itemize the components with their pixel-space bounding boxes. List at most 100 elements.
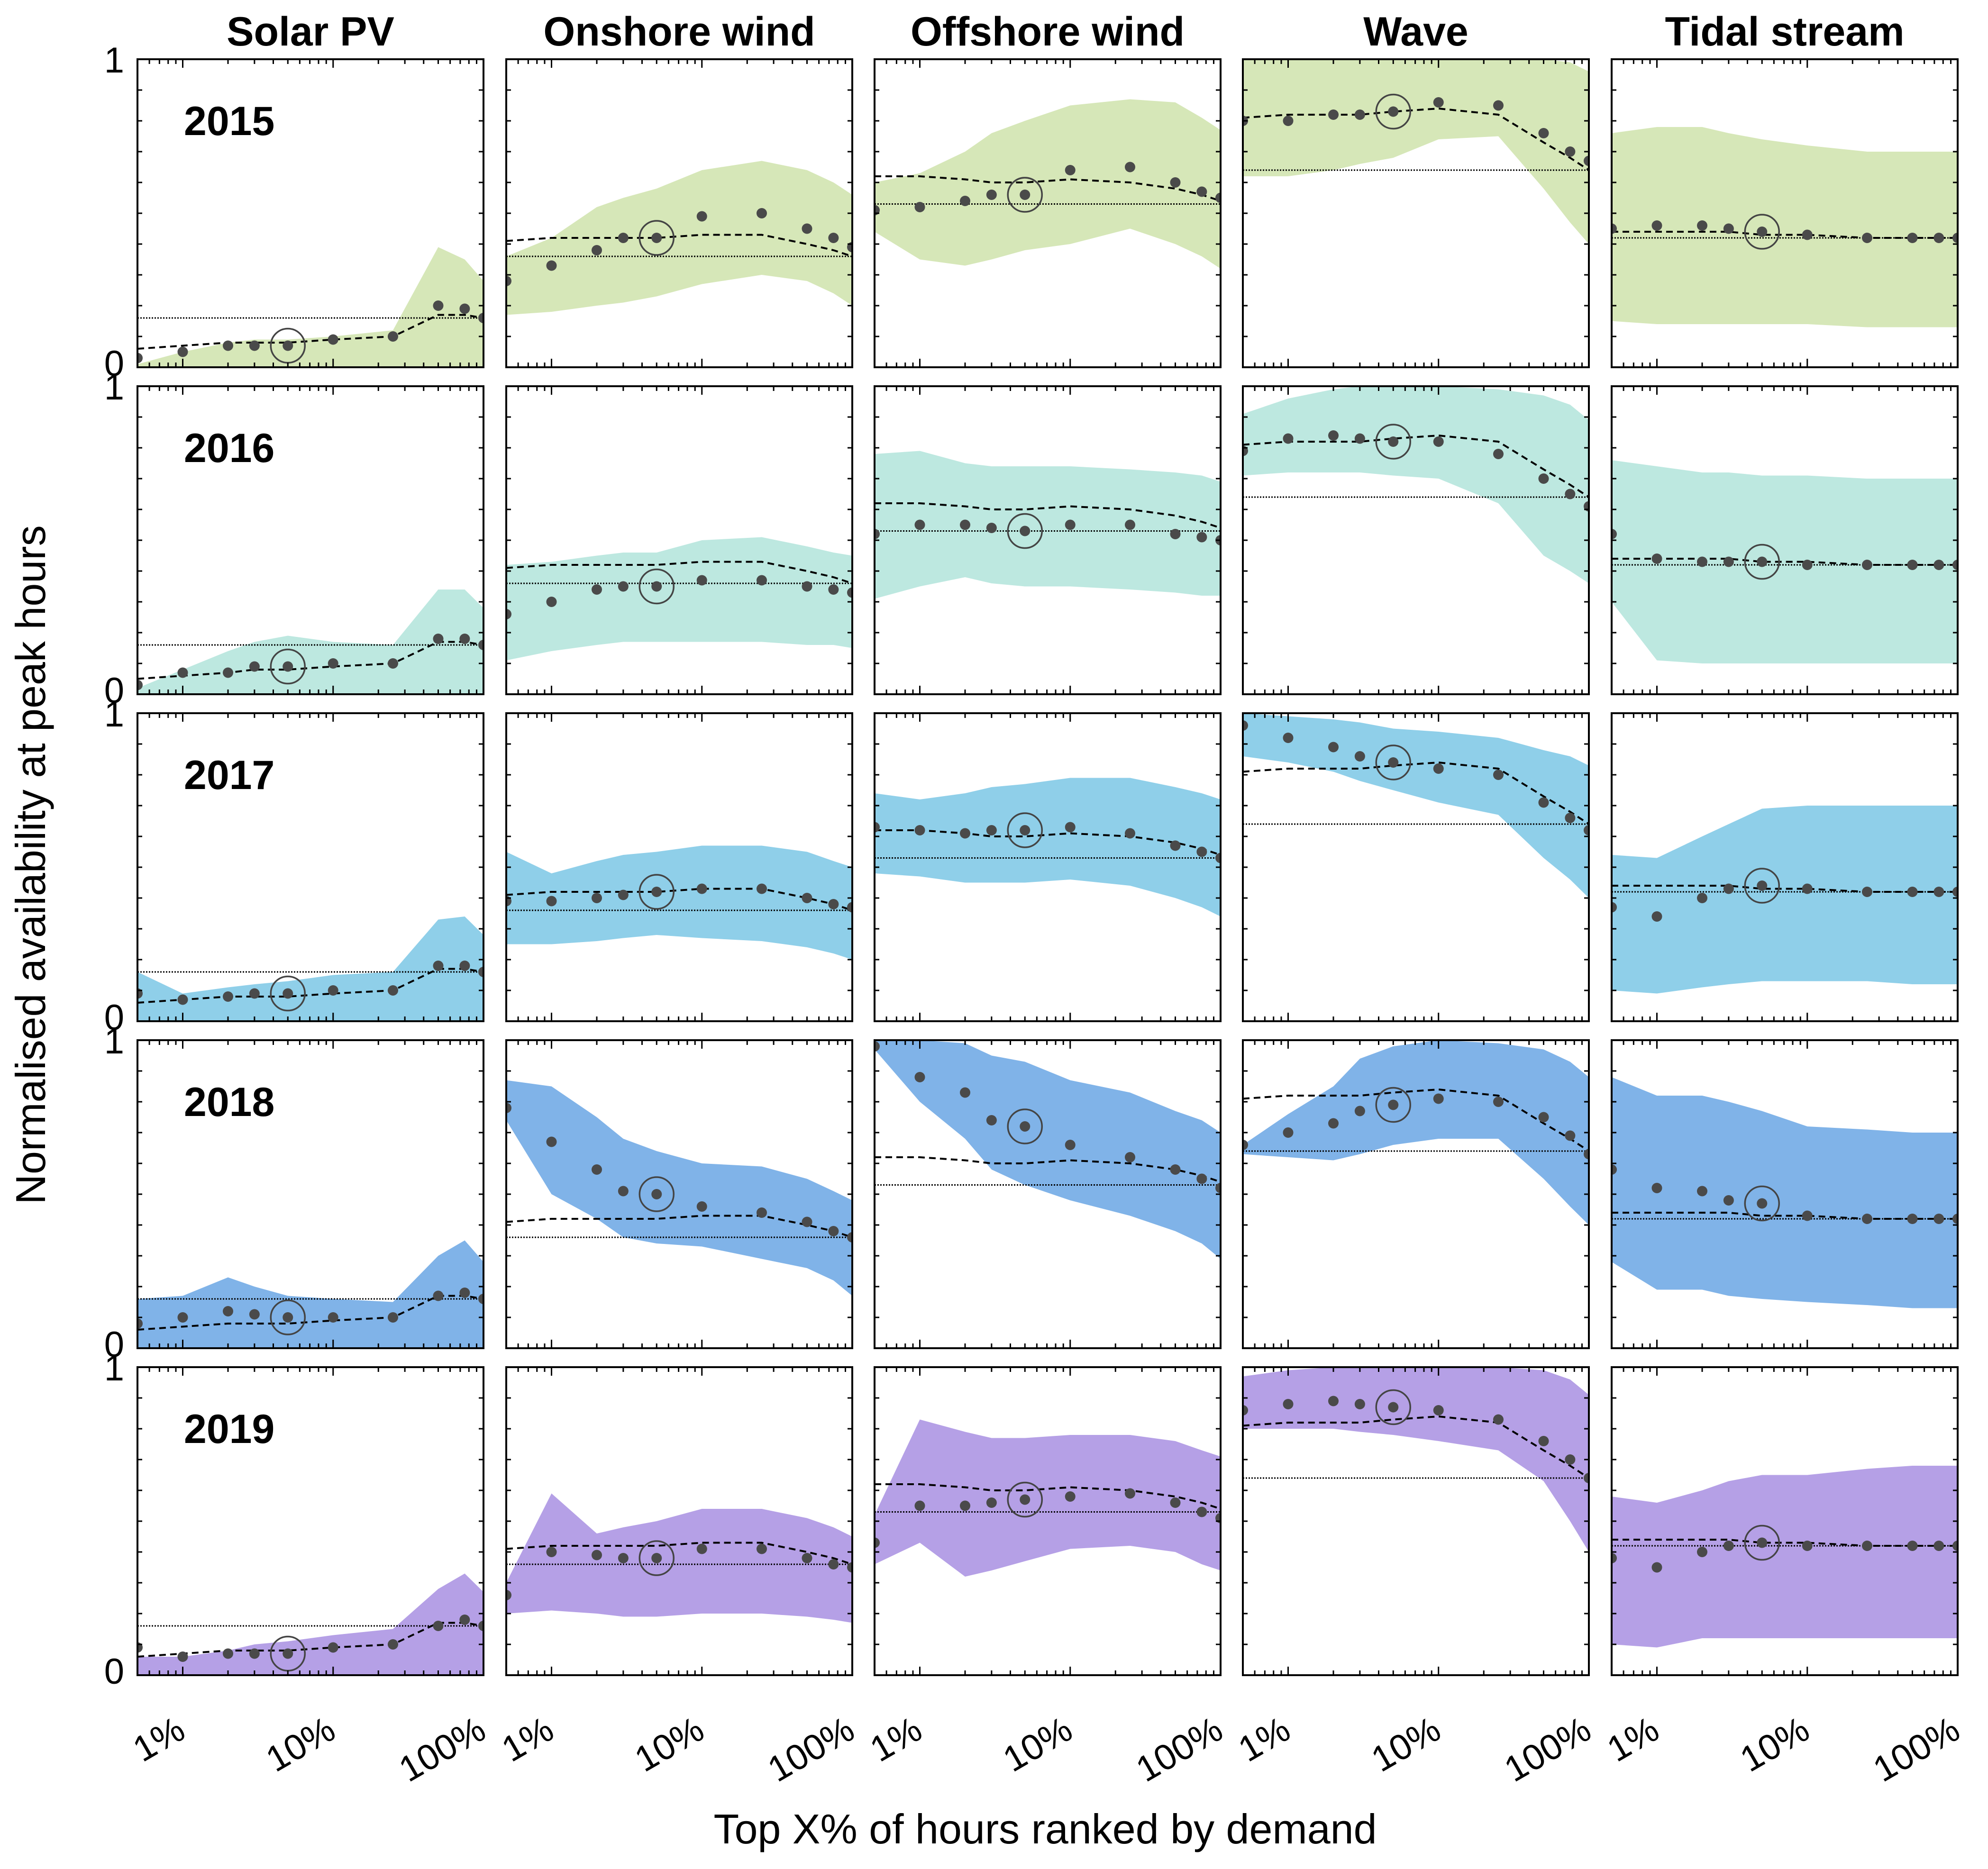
data-point <box>592 245 602 255</box>
data-point <box>1612 529 1617 539</box>
data-point <box>1651 553 1662 564</box>
data-point <box>1328 1118 1339 1129</box>
data-point <box>875 1041 880 1052</box>
panel-ticks <box>505 1039 853 1349</box>
year-label-2016: 2016 <box>184 426 274 471</box>
dashed-trend-line <box>1612 558 1958 566</box>
panel-2019-solar-pv: 1% 10% 100% <box>126 1366 492 1790</box>
range-band <box>1612 127 1958 327</box>
dashed-trend-line <box>506 1542 852 1565</box>
panel-ticks <box>874 712 1222 1022</box>
top5-marker <box>1744 1185 1780 1222</box>
data-point <box>1388 1099 1399 1110</box>
range-band <box>1243 1367 1589 1552</box>
dashed-trend-line <box>137 1295 483 1331</box>
dashed-trend-line <box>506 234 852 257</box>
panel-plot-area <box>506 845 852 960</box>
dashed-trend-line <box>875 829 1221 856</box>
year-label-2015: 2015 <box>184 99 274 144</box>
x-tick-label: 100% <box>392 1709 492 1790</box>
data-point <box>618 1553 629 1563</box>
top5-marker <box>1007 1481 1043 1518</box>
x-axis-label: Top X% of hours ranked by demand <box>713 1805 1377 1852</box>
column-title-offshore-wind: Offshore wind <box>911 9 1185 54</box>
data-point <box>283 988 293 999</box>
dashed-trend-line <box>1612 885 1958 893</box>
range-band <box>137 1240 483 1348</box>
panel-plot-area <box>137 916 483 1021</box>
data-point <box>986 523 997 533</box>
data-point <box>618 889 629 900</box>
data-point <box>592 584 602 595</box>
data-point <box>1565 1130 1576 1141</box>
data-point <box>1697 1186 1708 1197</box>
data-point <box>223 667 234 678</box>
data-point <box>249 340 260 351</box>
data-point <box>1170 177 1181 188</box>
x-tick-label: 1% <box>495 1709 560 1770</box>
top5-marker <box>638 1176 675 1212</box>
data-point <box>506 609 511 619</box>
dashed-trend-line <box>137 641 483 680</box>
data-point <box>986 1115 997 1125</box>
data-point <box>802 223 812 234</box>
data-point <box>1243 1405 1248 1415</box>
data-point <box>1493 100 1504 111</box>
data-point <box>1612 223 1617 234</box>
top5-marker <box>1744 544 1780 580</box>
panel-grid: Solar PV Onshore wind Offshore wind Wave Tid… <box>104 9 1967 1790</box>
data-point <box>1328 430 1339 441</box>
range-band <box>1243 59 1589 244</box>
data-point <box>1757 1198 1768 1209</box>
data-point <box>1170 1164 1181 1175</box>
data-point <box>1354 433 1365 444</box>
data-point <box>433 300 444 311</box>
data-point <box>1651 911 1662 922</box>
data-point <box>1020 1121 1030 1132</box>
panel-ticks <box>505 1366 853 1676</box>
x-tick-label: 10% <box>1365 1709 1447 1780</box>
data-point <box>506 1103 511 1113</box>
panel-2015-tidal-stream <box>1611 58 1959 368</box>
range-band <box>1612 806 1958 994</box>
panel-2015-onshore-wind <box>505 58 853 368</box>
data-point <box>1802 560 1813 570</box>
top5-marker <box>1375 93 1411 130</box>
data-point <box>828 1226 839 1236</box>
data-point <box>1723 883 1734 894</box>
panel-2017-onshore-wind <box>505 712 853 1022</box>
dashed-trend-line <box>506 888 852 911</box>
panel-ticks <box>1611 1039 1959 1349</box>
data-point <box>223 1648 234 1659</box>
data-point <box>1065 1491 1076 1502</box>
data-point <box>1907 233 1918 243</box>
data-point <box>137 1318 143 1329</box>
top5-marker <box>1007 513 1043 549</box>
data-point <box>1124 828 1135 839</box>
data-point <box>177 667 188 678</box>
range-band <box>506 845 852 960</box>
data-point <box>1065 822 1076 833</box>
year-label-2018: 2018 <box>184 1080 274 1125</box>
data-point <box>592 1550 602 1561</box>
dashed-trend-line <box>1243 434 1589 498</box>
data-point <box>433 1290 444 1301</box>
data-point <box>1388 1402 1399 1413</box>
dashed-trend-line <box>137 968 483 1004</box>
panel-ticks <box>137 1366 484 1676</box>
top5-marker <box>1744 1524 1780 1561</box>
panel-2018-offshore-wind <box>874 1039 1222 1349</box>
data-point <box>1861 887 1872 897</box>
panel-plot-area <box>1243 59 1589 244</box>
row-2015: 2015 1 0 <box>104 40 1959 384</box>
data-point <box>1861 560 1872 570</box>
panel-ticks <box>1611 1366 1959 1676</box>
panel-2016-solar-pv <box>137 385 484 695</box>
data-point <box>1952 560 1958 570</box>
x-tick-label: 100% <box>1498 1709 1598 1790</box>
data-point <box>283 661 293 672</box>
data-point <box>283 340 293 351</box>
data-point <box>1584 155 1589 166</box>
data-point <box>986 825 997 835</box>
